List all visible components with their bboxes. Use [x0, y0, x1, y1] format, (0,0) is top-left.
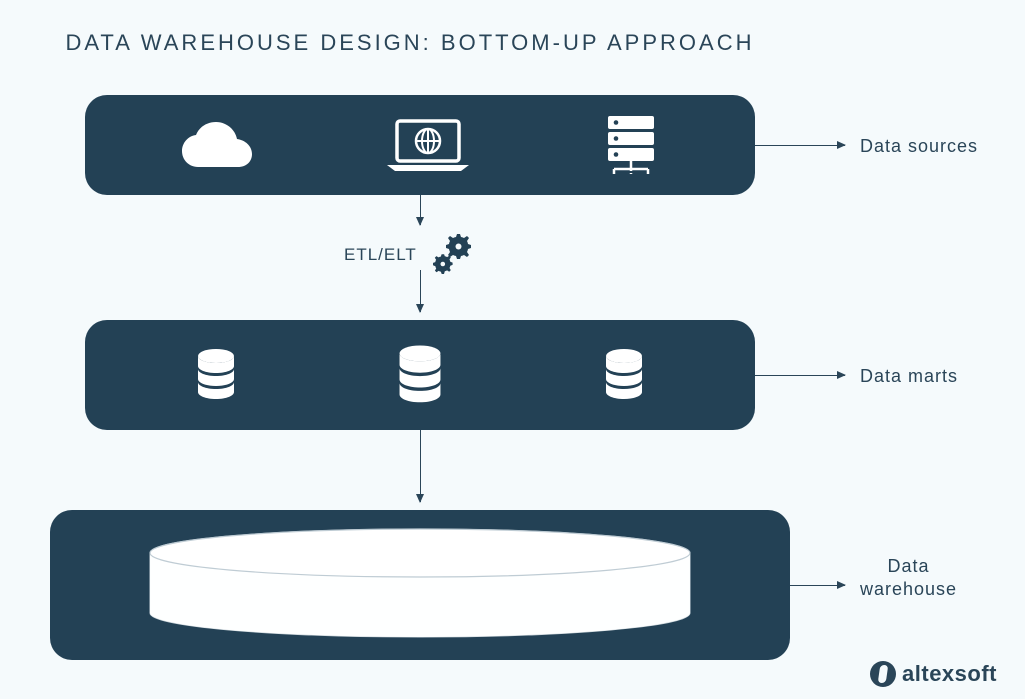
warehouse-label: Data warehouse	[860, 555, 957, 602]
laptop-globe-icon	[383, 117, 473, 173]
server-rack-icon	[602, 114, 660, 176]
marts-block	[85, 320, 755, 430]
gears-icon	[432, 232, 474, 279]
diagram-title: DATA WAREHOUSE DESIGN: BOTTOM-UP APPROAC…	[0, 30, 820, 56]
database-icon	[395, 344, 445, 406]
arrow-to-sources-label	[755, 145, 845, 146]
database-icon	[194, 348, 238, 402]
etl-label: ETL/ELT	[344, 245, 417, 265]
warehouse-block	[50, 510, 790, 660]
arrow-to-warehouse-label	[790, 585, 845, 586]
database-icon	[602, 348, 646, 402]
warehouse-label-line2: warehouse	[860, 579, 957, 599]
brand-logo: altexsoft	[870, 661, 997, 687]
sources-block	[85, 95, 755, 195]
arrow-etl-to-marts	[420, 270, 421, 312]
large-cylinder-icon	[130, 525, 710, 645]
sources-label: Data sources	[860, 135, 978, 158]
arrow-to-marts-label	[755, 375, 845, 376]
arrow-marts-to-warehouse	[420, 430, 421, 502]
arrow-sources-to-etl	[420, 195, 421, 225]
cloud-icon	[180, 121, 254, 169]
warehouse-label-line1: Data	[888, 556, 930, 576]
brand-text: altexsoft	[902, 661, 997, 687]
brand-mark-icon	[870, 661, 896, 687]
marts-label: Data marts	[860, 365, 958, 388]
